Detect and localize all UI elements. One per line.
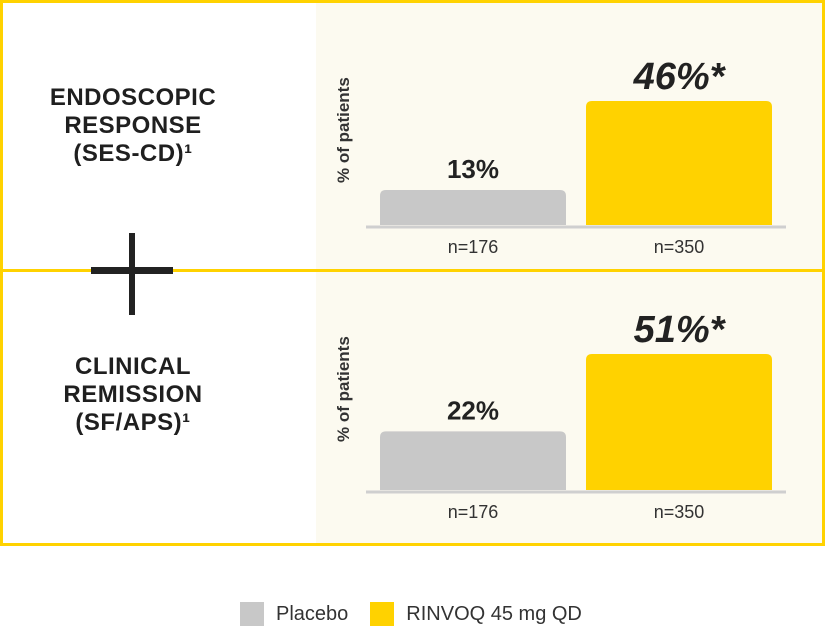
panel-endoscopic-response: ENDOSCOPIC RESPONSE (SES-CD)¹ % of patie… [3, 3, 822, 269]
legend-swatch [370, 602, 395, 626]
data-label: 46%* [633, 56, 727, 98]
bar-placebo [380, 431, 566, 490]
panel-title: CLINICAL REMISSION (SF/APS)¹ [3, 353, 263, 437]
tick-label: n=350 [654, 502, 705, 522]
panel-clinical-remission: CLINICAL REMISSION (SF/APS)¹ % of patien… [3, 272, 822, 543]
panel-title: ENDOSCOPIC RESPONSE (SES-CD)¹ [3, 84, 263, 168]
chart-area: % of patients 13% n=176 46%* n=350 [316, 3, 822, 269]
legend-label: RINVOQ 45 mg QD [406, 602, 582, 625]
bar-chart: 22% n=176 51%* n=350 [366, 309, 786, 522]
panel-title-line: (SES-CD)¹ [73, 140, 193, 167]
bar-chart: 13% n=176 46%* n=350 [366, 56, 786, 257]
panel-title-line: REMISSION [63, 381, 203, 408]
data-label: 51%* [634, 309, 727, 351]
panel-title-line: ENDOSCOPIC [49, 84, 217, 111]
plus-icon [129, 233, 135, 315]
legend-label: Placebo [276, 602, 349, 625]
chart-area: % of patients 22% n=176 51%* n=350 [316, 272, 822, 543]
tick-label: n=176 [448, 237, 499, 257]
panel-title-line: RESPONSE [64, 112, 202, 139]
panel-title-area: CLINICAL REMISSION (SF/APS)¹ [3, 272, 316, 543]
legend-item-placebo: Placebo [240, 602, 348, 626]
tick-label: n=350 [654, 237, 705, 257]
data-label: 13% [447, 154, 499, 184]
panel-title-line: (SF/APS)¹ [75, 409, 191, 436]
panel-divider [3, 269, 822, 272]
bar-placebo [380, 189, 566, 225]
legend-item-rinvoq: RINVOQ 45 mg QD [370, 602, 582, 626]
legend-swatch [240, 602, 264, 626]
legend: Placebo RINVOQ 45 mg QD [240, 602, 604, 626]
tick-label: n=176 [448, 502, 499, 522]
panel-title-line: CLINICAL [75, 353, 191, 380]
bar-rinvoq [586, 101, 772, 225]
data-label: 22% [447, 395, 499, 425]
bar-rinvoq [586, 354, 772, 490]
chart-frame: ENDOSCOPIC RESPONSE (SES-CD)¹ % of patie… [0, 0, 825, 546]
panel-title-area: ENDOSCOPIC RESPONSE (SES-CD)¹ [3, 3, 316, 269]
